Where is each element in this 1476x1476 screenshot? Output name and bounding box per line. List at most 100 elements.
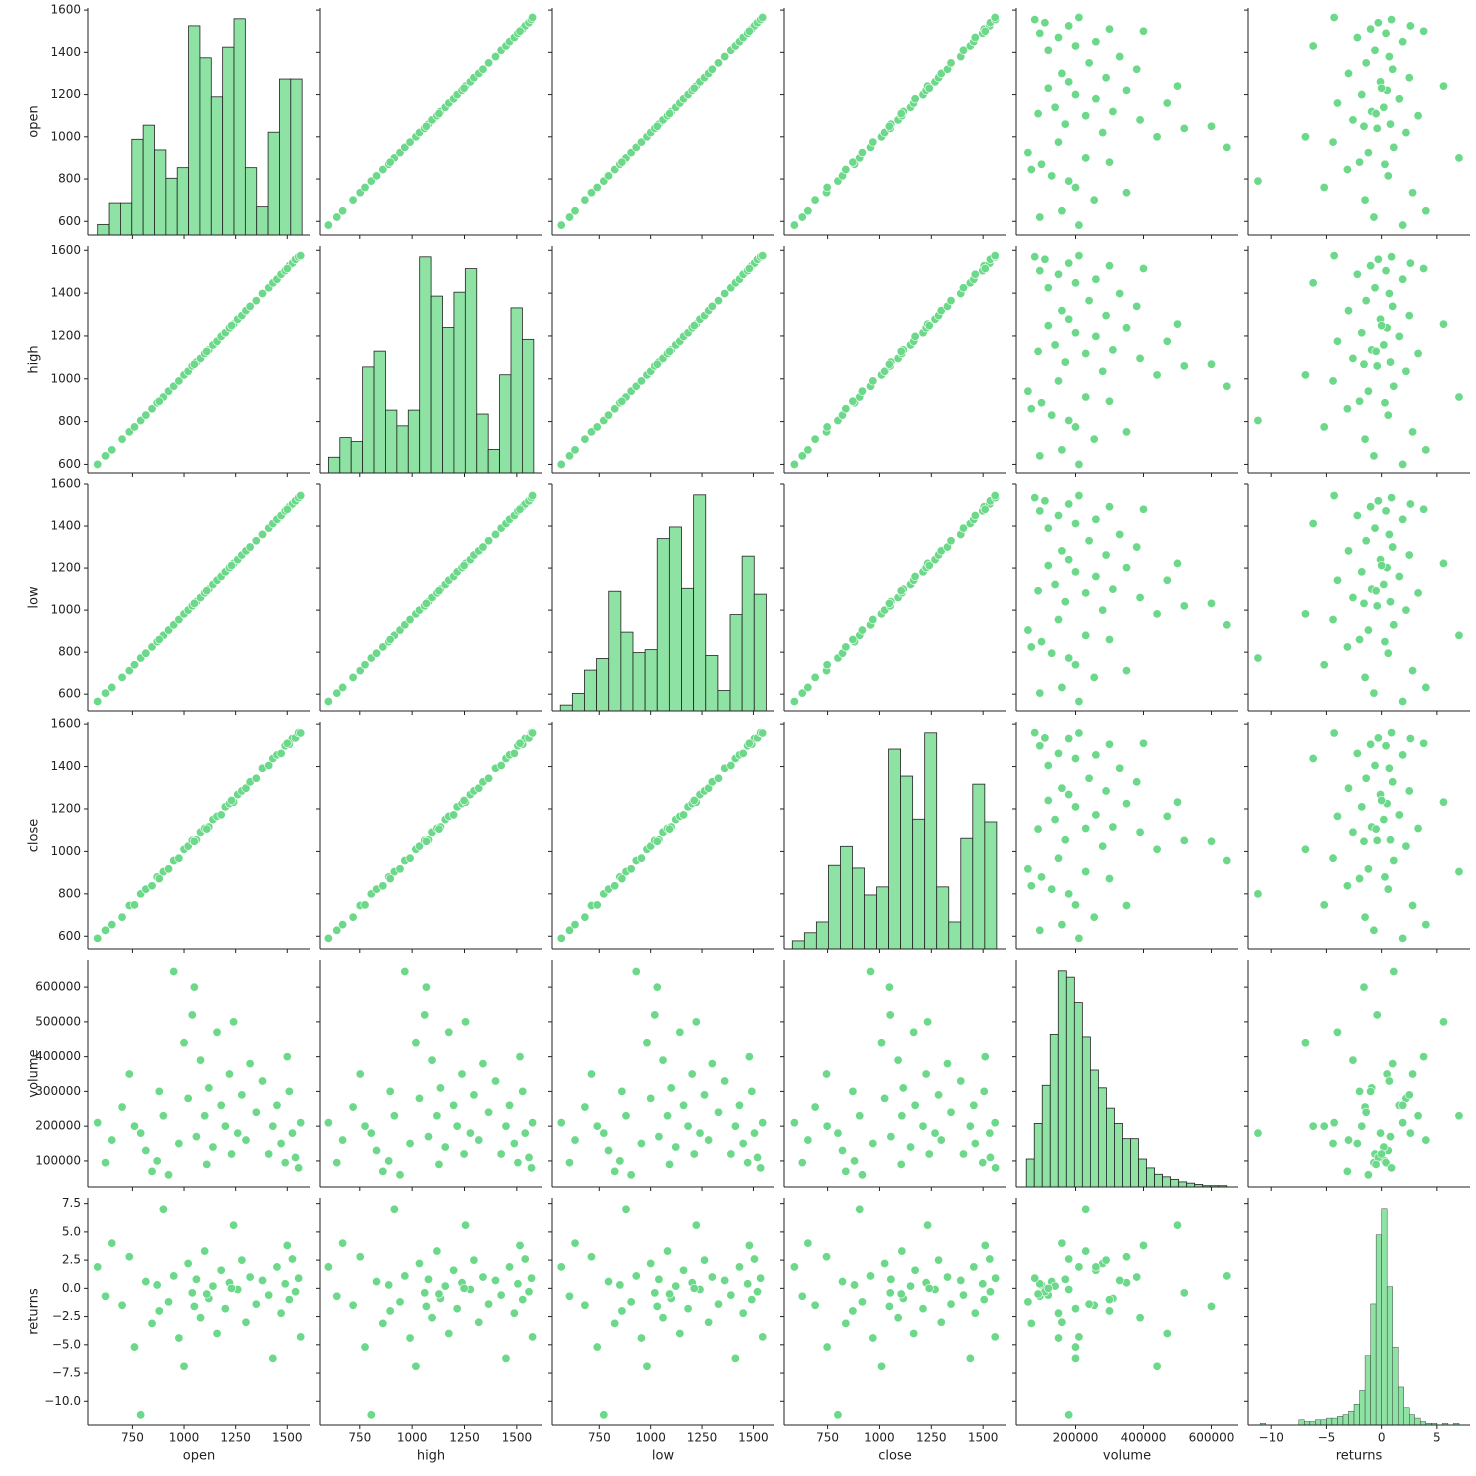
scatter-point: [1172, 319, 1182, 329]
scatter-point: [924, 321, 934, 331]
scatter-point: [405, 137, 415, 147]
scatter-point: [1104, 396, 1114, 406]
scatter-point: [1413, 823, 1423, 833]
scatter-point: [1355, 157, 1365, 167]
hist-bar: [876, 886, 889, 950]
scatter-point: [1373, 254, 1383, 264]
scatter-point: [1359, 982, 1369, 992]
scatter-point: [360, 1121, 370, 1131]
scatter-point: [1404, 786, 1414, 796]
scatter-point: [189, 598, 199, 608]
scatter-point: [378, 881, 388, 891]
scatter-point: [1162, 98, 1172, 108]
scatter-point: [990, 13, 1000, 23]
scatter-point: [1401, 366, 1411, 376]
hist-bar: [256, 206, 269, 236]
scatter-point: [287, 1128, 297, 1138]
scatter-point: [1379, 579, 1389, 589]
scatter-point: [896, 586, 906, 596]
scatter-point: [202, 824, 212, 834]
scatter-point: [1104, 1306, 1114, 1316]
scatter-point: [980, 26, 990, 36]
hist-bar: [1364, 1355, 1371, 1426]
x-axis-label: volume: [1103, 1449, 1151, 1464]
scatter-point: [465, 1128, 475, 1138]
scatter-point: [1357, 90, 1367, 100]
scatter-point: [1389, 620, 1399, 630]
scatter-point: [1138, 738, 1148, 748]
hist-bar: [1170, 1178, 1180, 1188]
scatter-point: [1206, 121, 1216, 131]
hist-bar: [1073, 1002, 1083, 1188]
scatter-point: [1098, 841, 1108, 851]
scatter-point: [1366, 261, 1376, 271]
scatter-point: [93, 459, 103, 469]
scatter-point: [528, 1118, 538, 1128]
scatter-point: [1355, 874, 1365, 884]
scatter-point: [1394, 571, 1404, 581]
scatter-point: [707, 301, 717, 311]
scatter-point: [1308, 519, 1318, 529]
scatter-point: [1023, 625, 1033, 635]
scatter-point: [1352, 748, 1362, 758]
scatter-point: [1363, 625, 1373, 635]
scatter-point: [691, 1017, 701, 1027]
scatter-point: [642, 1361, 652, 1371]
scatter-point: [726, 1290, 736, 1300]
scatter-point: [1036, 637, 1046, 647]
scatter-point: [414, 1093, 424, 1103]
scatter-point: [1389, 856, 1399, 866]
scatter-point: [910, 331, 920, 341]
scatter-point: [810, 1102, 820, 1112]
scatter-point: [857, 1297, 867, 1307]
scatter-point: [1385, 597, 1395, 607]
scatter-point: [1070, 90, 1080, 100]
scatter-point: [1387, 15, 1397, 25]
hist-bar: [972, 783, 986, 950]
scatter-point: [803, 206, 813, 216]
scatter-point: [1404, 311, 1414, 321]
scatter-point: [1379, 340, 1389, 350]
scatter-point: [1332, 336, 1342, 346]
scatter-point: [212, 1027, 222, 1037]
scatter-point: [154, 1086, 164, 1096]
scatter-point: [1401, 605, 1411, 615]
hist-bar: [1386, 1286, 1393, 1426]
scatter-point: [1398, 274, 1408, 284]
scatter-point: [1319, 900, 1329, 910]
y-axis-label: volume: [27, 1049, 42, 1097]
scatter-point: [738, 1139, 748, 1149]
scatter-point: [1053, 137, 1063, 147]
scatter-point: [1026, 165, 1036, 175]
scatter-point: [141, 648, 151, 658]
scatter-point: [1053, 1308, 1063, 1318]
hist-bar: [108, 202, 121, 236]
scatter-point: [378, 1318, 388, 1328]
scatter-point: [868, 615, 878, 625]
scatter-point: [1385, 357, 1395, 367]
scatter-point: [636, 1333, 646, 1343]
scatter-point: [979, 1295, 989, 1305]
scatter-point: [1419, 26, 1429, 36]
scatter-point: [1454, 153, 1464, 163]
scatter-point: [1381, 28, 1391, 38]
y-tick-label: 0.0: [62, 1281, 81, 1295]
scatter-point: [323, 1118, 333, 1128]
x-tick-label: 0: [1378, 1431, 1386, 1445]
scatter-point: [1381, 741, 1391, 751]
scatter-point: [202, 346, 212, 356]
scatter-point: [1033, 586, 1043, 596]
scatter-point: [1454, 392, 1464, 402]
scatter-point: [196, 1055, 206, 1065]
scatter-point: [893, 1055, 903, 1065]
scatter-point: [101, 1291, 111, 1301]
scatter-point: [294, 1163, 304, 1173]
hist-bar: [596, 658, 610, 712]
y-tick-label: 800: [58, 645, 81, 659]
scatter-point: [631, 966, 641, 976]
scatter-point: [707, 64, 717, 74]
scatter-point: [1026, 881, 1036, 891]
scatter-point: [592, 1121, 602, 1131]
scatter-point: [909, 1027, 919, 1037]
scatter-point: [1101, 1255, 1111, 1265]
